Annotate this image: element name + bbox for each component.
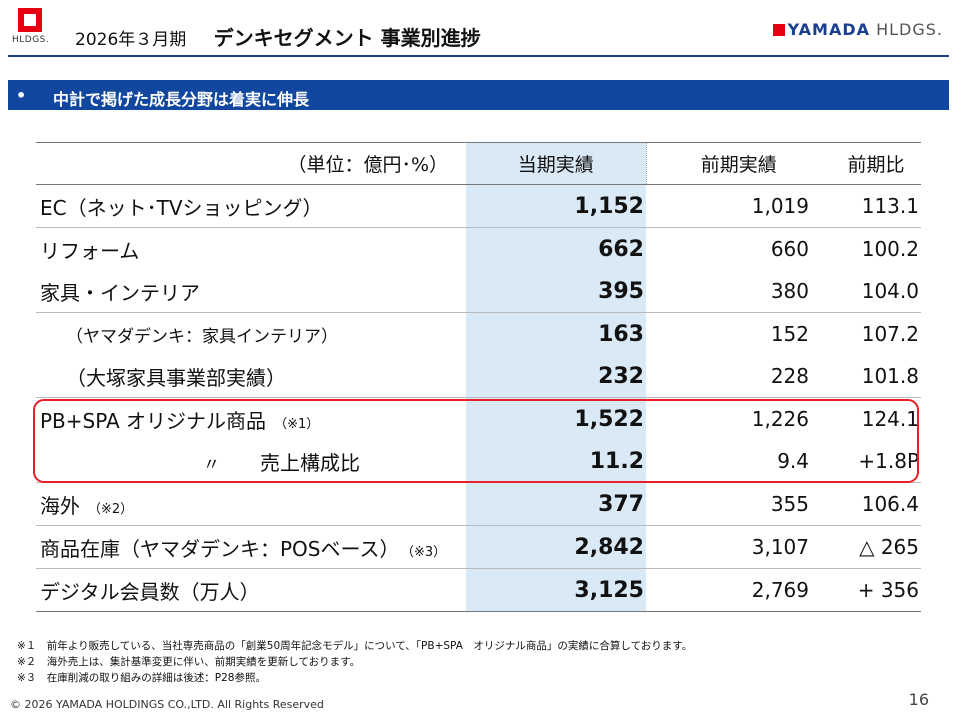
page-title: 2026年３月期 デンキセグメント 事業別進捗 bbox=[75, 22, 481, 51]
row-previous: 9.4 bbox=[646, 440, 831, 483]
table-row: （ヤマダデンキ：家具インテリア） 163 152 107.2 bbox=[36, 312, 921, 355]
row-label: 海外 （※2） bbox=[36, 482, 466, 526]
yamada-logo-left: HLDGS. bbox=[12, 8, 50, 52]
row-current: 3,125 bbox=[466, 568, 646, 612]
row-label-text: 商品在庫（ヤマダデンキ：POSベース） bbox=[40, 536, 400, 561]
row-current: 662 bbox=[466, 227, 646, 270]
row-ratio: 124.1 bbox=[861, 407, 919, 431]
row-note: （※1） bbox=[274, 416, 320, 432]
row-previous: 355 bbox=[646, 482, 831, 526]
row-ratio: 113.1 bbox=[831, 184, 921, 228]
row-ratio: △ 265 bbox=[831, 525, 921, 569]
row-current: 395 bbox=[466, 270, 646, 313]
row-ratio: 104.0 bbox=[831, 270, 921, 313]
footnote-2: ※２ 海外売上は、集計基準変更に伴い、前期実績を更新しております。 bbox=[17, 656, 361, 668]
table-row: デジタル会員数（万人） 3,125 2,769 + 356 bbox=[36, 568, 921, 612]
row-label: EC（ネット･TVショッピング） bbox=[36, 184, 466, 228]
row-ratio: + 356 bbox=[831, 568, 921, 612]
table-row: PB+SPA オリジナル商品 （※1） 1,522 1,226 124.1 bbox=[36, 397, 921, 441]
row-label-text: 海外 bbox=[40, 493, 80, 518]
row-label: 商品在庫（ヤマダデンキ：POSベース） （※3） bbox=[36, 525, 466, 569]
logo-suffix: HLDGS. bbox=[876, 20, 943, 39]
row-ratio: 106.4 bbox=[831, 482, 921, 526]
header-previous: 前期実績 bbox=[645, 142, 831, 185]
table-row: 家具・インテリア 395 380 104.0 bbox=[36, 270, 921, 313]
row-current: 1,152 bbox=[466, 184, 646, 228]
row-label: デジタル会員数（万人） bbox=[36, 568, 466, 612]
banner-bullet: • bbox=[16, 86, 27, 105]
footnote-1: ※１ 前年より販売している、当社専売商品の「創業50周年記念モデル」について、「… bbox=[17, 640, 693, 652]
header-current: 当期実績 bbox=[466, 142, 646, 185]
yamada-logo-mark-icon bbox=[18, 8, 42, 32]
row-current: 2,842 bbox=[466, 525, 646, 569]
table-row: 海外 （※2） 377 355 106.4 bbox=[36, 482, 921, 526]
row-current: 11.2 bbox=[466, 440, 646, 483]
row-previous: 380 bbox=[646, 270, 831, 313]
table-row: 商品在庫（ヤマダデンキ：POSベース） （※3） 2,842 3,107 △ 26… bbox=[36, 525, 921, 569]
logo-left-text: HLDGS. bbox=[12, 35, 50, 45]
row-previous: 228 bbox=[646, 355, 831, 398]
row-label-text: 売上構成比 bbox=[260, 450, 360, 475]
copyright: © 2026 YAMADA HOLDINGS CO.,LTD. All Righ… bbox=[10, 698, 324, 711]
table-row: （大塚家具事業部実績） 232 228 101.8 bbox=[36, 355, 921, 398]
header-ratio: 前期比 bbox=[831, 142, 921, 185]
footnote-3: ※３ 在庫削減の取り組みの詳細は後述：P28参照。 bbox=[17, 672, 266, 684]
yamada-hldgs-logo: YAMADA HLDGS. bbox=[772, 20, 943, 39]
row-current: 163 bbox=[466, 312, 646, 355]
row-label-text: PB+SPA オリジナル商品 bbox=[40, 408, 267, 433]
row-ratio: 107.2 bbox=[861, 322, 919, 346]
row-current: 1,522 bbox=[466, 397, 646, 440]
row-label: リフォーム bbox=[40, 238, 140, 263]
row-previous: 660 bbox=[770, 237, 809, 261]
row-label: 家具・インテリア bbox=[36, 270, 466, 313]
row-ratio: 101.8 bbox=[831, 355, 921, 398]
footnotes: ※１ 前年より販売している、当社専売商品の「創業50周年記念モデル」について、「… bbox=[17, 638, 692, 686]
table-row: EC（ネット･TVショッピング） 1,152 1,019 113.1 bbox=[36, 184, 921, 228]
header-divider bbox=[8, 55, 949, 57]
banner-text: 中計で掲げた成長分野は着実に伸長 bbox=[53, 90, 310, 109]
segment-progress-table: （単位：億円･%） 当期実績 前期実績 前期比 EC（ネット･TVショッピング）… bbox=[36, 142, 921, 612]
logo-brand: YAMADA bbox=[787, 20, 870, 39]
title-main: デンキセグメント 事業別進捗 bbox=[213, 26, 481, 50]
row-label: 〃 売上構成比 bbox=[36, 440, 466, 483]
row-previous: 1,226 bbox=[751, 407, 809, 431]
row-label: （大塚家具事業部実績） bbox=[36, 355, 466, 398]
ditto-mark: 〃 bbox=[203, 454, 220, 475]
section-banner: • 中計で掲げた成長分野は着実に伸長 bbox=[8, 80, 949, 110]
page-number: 16 bbox=[908, 690, 929, 709]
fiscal-period: 2026年３月期 bbox=[75, 30, 187, 50]
unit-label: （単位：億円･%） bbox=[36, 142, 466, 185]
row-ratio: +1.8P bbox=[831, 440, 921, 483]
table-header-row: （単位：億円･%） 当期実績 前期実績 前期比 bbox=[36, 142, 921, 185]
row-note: （※3） bbox=[407, 544, 447, 560]
row-previous: 2,769 bbox=[646, 568, 831, 612]
row-current: 377 bbox=[466, 482, 646, 526]
yamada-brand-mark-icon bbox=[772, 24, 785, 36]
table-row: 〃 売上構成比 11.2 9.4 +1.8P bbox=[36, 440, 921, 483]
row-current: 232 bbox=[466, 355, 646, 398]
row-note: （※2） bbox=[88, 501, 134, 517]
row-label: （ヤマダデンキ：家具インテリア） bbox=[66, 326, 338, 347]
row-previous: 3,107 bbox=[646, 525, 831, 569]
row-previous: 1,019 bbox=[646, 184, 831, 228]
row-previous: 152 bbox=[770, 322, 809, 346]
row-label: PB+SPA オリジナル商品 （※1） bbox=[36, 398, 466, 441]
table-row: リフォーム 662 660 100.2 bbox=[36, 227, 921, 270]
row-ratio: 100.2 bbox=[861, 237, 919, 261]
